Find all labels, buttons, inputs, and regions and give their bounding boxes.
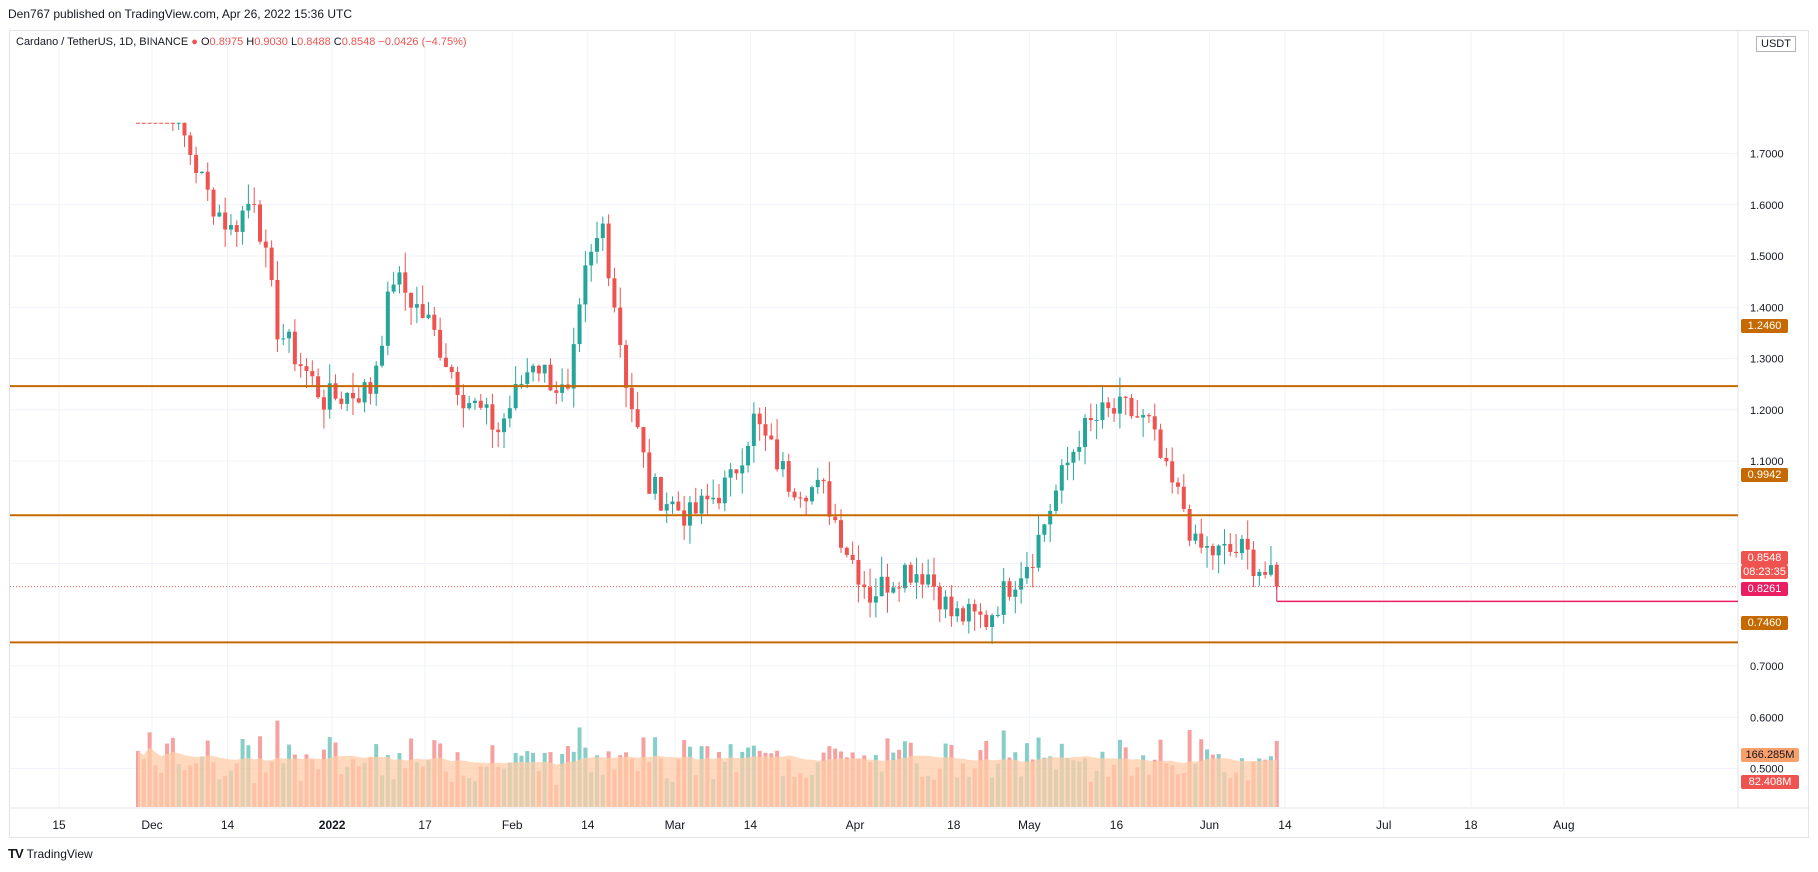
last-price-tag: 0.8548 <box>1741 551 1788 565</box>
close-label: C <box>333 36 342 48</box>
open-value: 0.8975 <box>209 36 244 48</box>
dot-icon: ● <box>191 36 198 48</box>
level-low-tag: 0.7460 <box>1741 616 1788 630</box>
low-label: L <box>290 36 298 48</box>
chart-frame <box>9 30 1809 838</box>
footer-brand-text: TradingView <box>26 846 93 861</box>
volume-tag: 82.408M <box>1741 775 1799 789</box>
level-mid-tag: 0.9942 <box>1741 468 1788 482</box>
volume-ma-tag: 166.285M <box>1741 748 1799 762</box>
symbol-legend: Cardano / TetherUS, 1D, BINANCE ● O0.897… <box>16 36 467 48</box>
low-value: 0.8488 <box>297 36 331 48</box>
level-high-tag: 1.2460 <box>1741 319 1788 333</box>
currency-label[interactable]: USDT <box>1756 36 1796 52</box>
publisher-line: Den767 published on TradingView.com, Apr… <box>8 7 353 21</box>
high-value: 0.9030 <box>254 36 288 48</box>
close-value: 0.8548 <box>341 36 376 48</box>
change-value: −0.0426 (−4.75%) <box>378 36 467 48</box>
high-label: H <box>246 36 255 48</box>
symbol-title: Cardano / TetherUS, 1D, BINANCE <box>16 36 189 48</box>
target-tag: 0.8261 <box>1741 582 1788 596</box>
countdown-tag: 08:23:35 <box>1741 565 1788 579</box>
tradingview-logo-icon: TV <box>8 846 24 861</box>
footer-brand[interactable]: TV TradingView <box>8 846 93 861</box>
open-label: O <box>200 36 210 48</box>
